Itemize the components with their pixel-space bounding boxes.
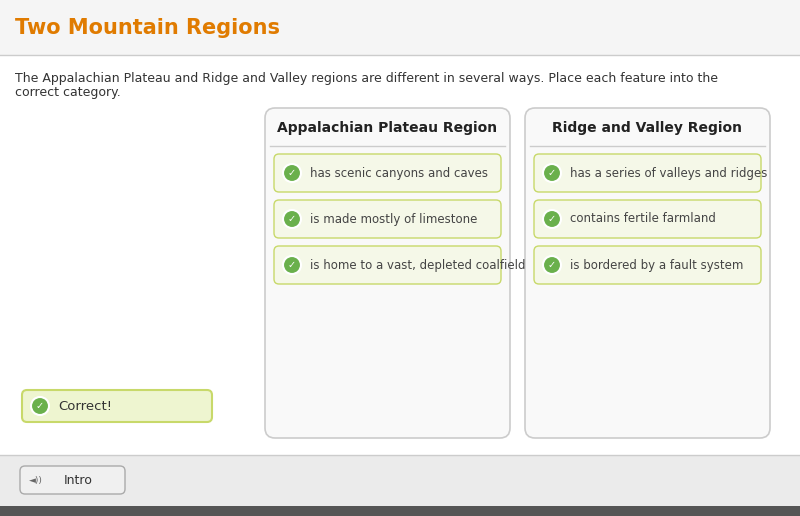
Text: The Appalachian Plateau and Ridge and Valley regions are different in several wa: The Appalachian Plateau and Ridge and Va… xyxy=(15,72,718,85)
Text: is bordered by a fault system: is bordered by a fault system xyxy=(570,259,743,271)
Text: contains fertile farmland: contains fertile farmland xyxy=(570,213,716,225)
Text: Correct!: Correct! xyxy=(58,399,112,412)
Text: ✓: ✓ xyxy=(548,260,556,270)
FancyBboxPatch shape xyxy=(22,390,212,422)
FancyBboxPatch shape xyxy=(534,200,761,238)
Circle shape xyxy=(543,256,561,274)
Text: has a series of valleys and ridges: has a series of valleys and ridges xyxy=(570,167,767,180)
Circle shape xyxy=(543,210,561,228)
FancyBboxPatch shape xyxy=(534,246,761,284)
Circle shape xyxy=(283,256,301,274)
FancyBboxPatch shape xyxy=(274,246,501,284)
Text: is home to a vast, depleted coalfield: is home to a vast, depleted coalfield xyxy=(310,259,526,271)
Text: ✓: ✓ xyxy=(288,214,296,224)
FancyBboxPatch shape xyxy=(525,108,770,438)
Bar xyxy=(0,506,800,516)
Text: ◄)): ◄)) xyxy=(29,476,43,485)
Text: ✓: ✓ xyxy=(548,214,556,224)
Text: is made mostly of limestone: is made mostly of limestone xyxy=(310,213,478,225)
FancyBboxPatch shape xyxy=(274,200,501,238)
Text: ✓: ✓ xyxy=(36,401,44,411)
Circle shape xyxy=(283,210,301,228)
Text: Two Mountain Regions: Two Mountain Regions xyxy=(15,18,280,38)
Circle shape xyxy=(283,164,301,182)
Text: ✓: ✓ xyxy=(288,260,296,270)
Text: ✓: ✓ xyxy=(548,168,556,178)
Bar xyxy=(0,455,800,516)
Bar xyxy=(0,55,800,455)
FancyBboxPatch shape xyxy=(20,466,125,494)
Text: ✓: ✓ xyxy=(288,168,296,178)
Text: Ridge and Valley Region: Ridge and Valley Region xyxy=(553,121,742,135)
Circle shape xyxy=(31,397,49,415)
Circle shape xyxy=(543,164,561,182)
FancyBboxPatch shape xyxy=(265,108,510,438)
Text: has scenic canyons and caves: has scenic canyons and caves xyxy=(310,167,488,180)
FancyBboxPatch shape xyxy=(534,154,761,192)
FancyBboxPatch shape xyxy=(274,154,501,192)
Text: Intro: Intro xyxy=(63,474,93,487)
Text: correct category.: correct category. xyxy=(15,86,121,99)
Bar xyxy=(0,0,800,55)
Text: Appalachian Plateau Region: Appalachian Plateau Region xyxy=(278,121,498,135)
